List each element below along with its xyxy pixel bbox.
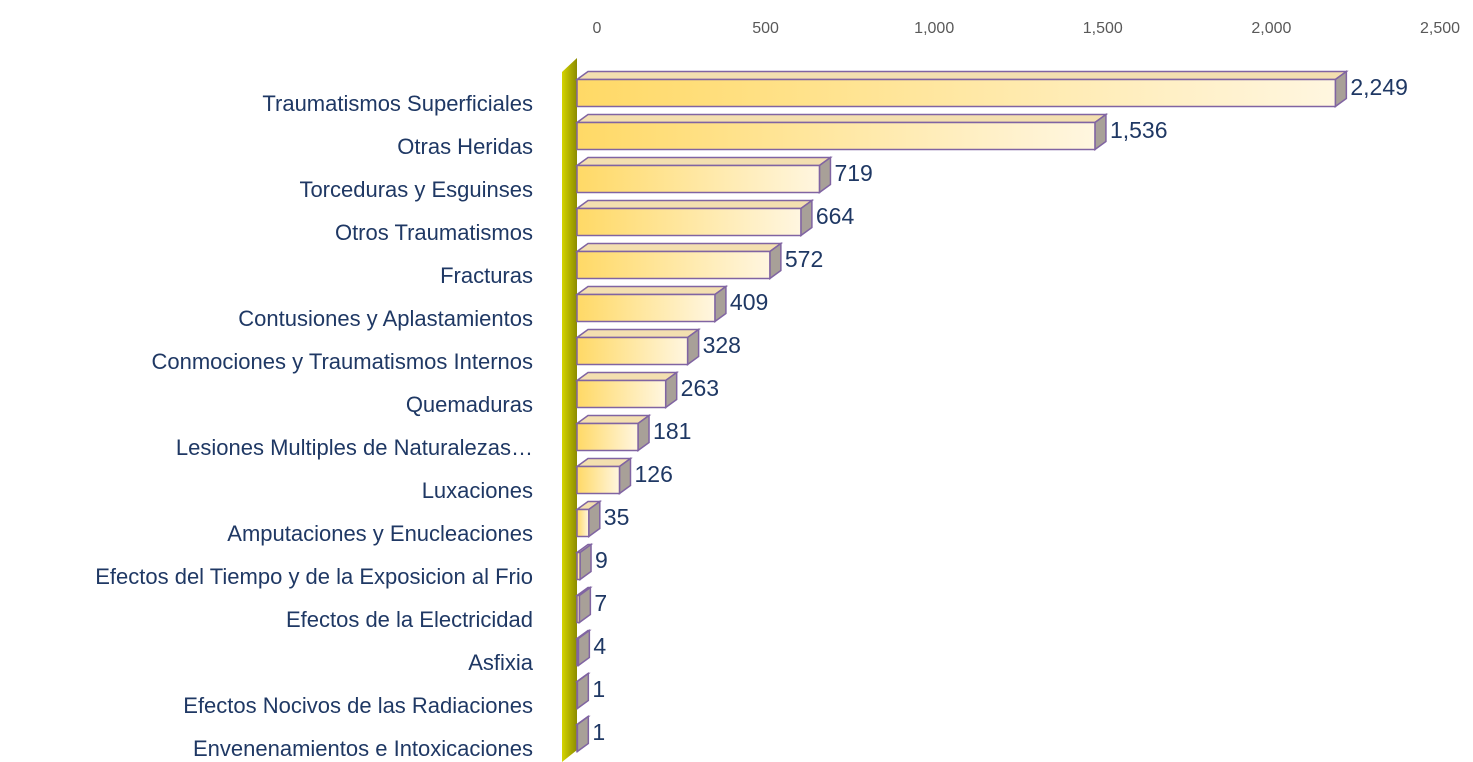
bar-top — [574, 414, 652, 425]
bar-top — [574, 371, 679, 382]
value-label: 409 — [730, 289, 768, 315]
bar — [576, 78, 1337, 108]
category-label: Lesiones Multiples de Naturalezas… — [176, 435, 533, 460]
category-label: Amputaciones y Enucleaciones — [227, 521, 533, 546]
category-label: Conmociones y Traumatismos Internos — [152, 349, 534, 374]
bar — [576, 121, 1096, 151]
category-label: Luxaciones — [422, 478, 533, 503]
bar-top — [574, 242, 784, 253]
value-label: 572 — [785, 246, 823, 272]
value-label: 7 — [594, 590, 607, 616]
bar — [576, 207, 802, 237]
axis-wall — [562, 58, 577, 762]
bar-top — [574, 113, 1109, 124]
value-label: 9 — [595, 547, 608, 573]
x-tick-label: 500 — [752, 20, 779, 37]
value-label: 263 — [681, 375, 719, 401]
category-label: Torceduras y Esguinses — [299, 177, 533, 202]
bar-top — [574, 199, 815, 210]
bar — [576, 164, 821, 194]
bar — [576, 637, 580, 667]
bar — [576, 551, 581, 581]
x-tick-label: 2,000 — [1251, 20, 1291, 37]
category-label: Otras Heridas — [397, 134, 533, 159]
value-label: 328 — [703, 332, 741, 358]
bar — [576, 293, 716, 323]
category-label: Fracturas — [440, 263, 533, 288]
value-label: 2,249 — [1350, 74, 1408, 100]
x-tick-label: 1,500 — [1083, 20, 1123, 37]
value-label: 4 — [593, 633, 606, 659]
value-label: 181 — [653, 418, 691, 444]
category-label: Otros Traumatismos — [335, 220, 533, 245]
x-tick-label: 1,000 — [914, 20, 954, 37]
category-label: Quemaduras — [406, 392, 533, 417]
category-label: Asfixia — [468, 650, 534, 675]
category-label: Contusiones y Aplastamientos — [238, 306, 533, 331]
category-label: Efectos Nocivos de las Radiaciones — [183, 693, 533, 718]
bar — [576, 336, 689, 366]
value-label: 35 — [604, 504, 630, 530]
bar — [576, 422, 639, 452]
bar — [576, 250, 771, 280]
value-label: 126 — [634, 461, 672, 487]
category-label: Envenenamientos e Intoxicaciones — [193, 736, 533, 761]
x-tick-label: 0 — [593, 20, 602, 37]
value-label: 1 — [592, 676, 605, 702]
bar-top — [574, 70, 1349, 81]
bar — [576, 465, 621, 495]
bar-top — [574, 328, 701, 339]
category-label: Traumatismos Superficiales — [262, 91, 533, 116]
bar-top — [574, 156, 833, 167]
bar — [576, 594, 581, 624]
bar-side — [576, 672, 590, 710]
value-label: 1 — [592, 719, 605, 745]
category-label: Efectos de la Electricidad — [286, 607, 533, 632]
bar — [576, 379, 667, 409]
bar — [576, 508, 590, 538]
value-label: 1,536 — [1110, 117, 1168, 143]
category-label: Efectos del Tiempo y de la Exposicion al… — [95, 564, 533, 589]
bar-top — [574, 285, 729, 296]
bar-side — [576, 715, 590, 753]
value-label: 719 — [834, 160, 872, 186]
value-label: 664 — [816, 203, 855, 229]
x-tick-label: 2,500 — [1420, 20, 1460, 37]
